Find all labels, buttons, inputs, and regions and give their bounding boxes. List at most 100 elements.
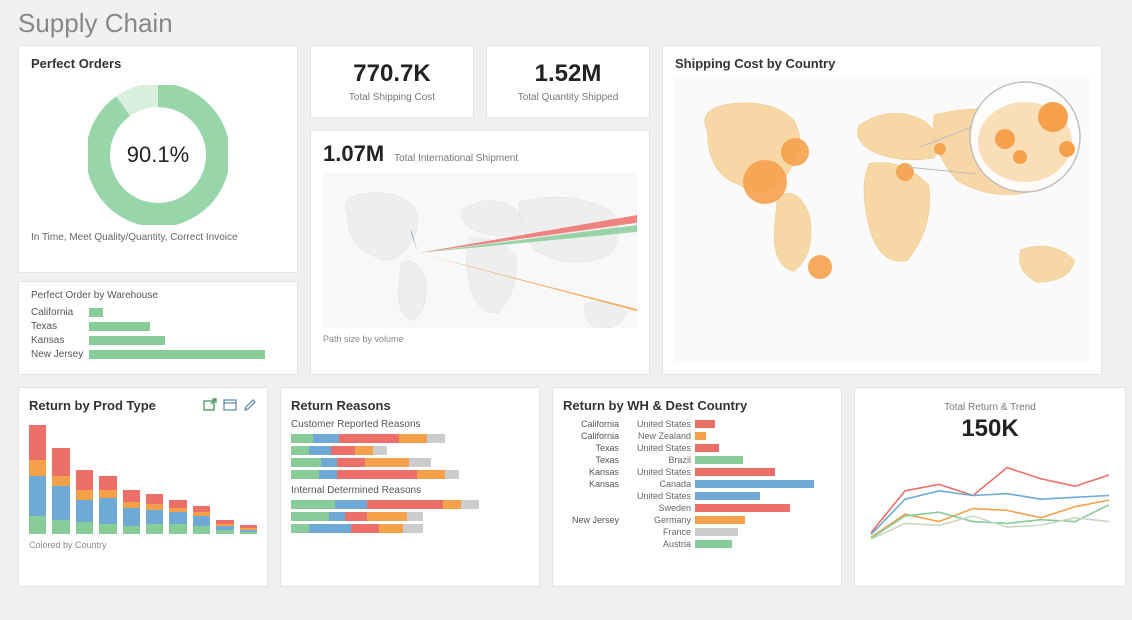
customer-reasons-title: Customer Reported Reasons (291, 419, 529, 430)
wh-bar-label: California (31, 307, 89, 318)
wh-dest-country: Sweden (623, 503, 695, 513)
card-return-reasons: Return Reasons Customer Reported Reasons… (280, 387, 540, 587)
wh-bar-label: Kansas (31, 335, 89, 346)
kpi-qty-value: 1.52M (493, 60, 643, 88)
row-returns: Return by Prod Type Colored by Country R… (18, 387, 1102, 587)
wh-dest-warehouse: Texas (563, 455, 623, 465)
wh-dest-row: CaliforniaNew Zealand (563, 431, 831, 441)
stacked-bar (29, 425, 46, 534)
return-prod-bars (29, 419, 257, 534)
shipping-map (675, 77, 1089, 362)
hstacked-bar (291, 512, 529, 521)
trend-chart (865, 443, 1115, 548)
intl-value: 1.07M (323, 141, 384, 167)
wh-dest-bar (695, 540, 732, 548)
card-intl-shipment: 1.07M Total International Shipment Path … (310, 130, 650, 375)
wh-dest-country: Brazil (623, 455, 695, 465)
perfect-by-wh-bars: California Texas Kansas New Jersey (31, 307, 285, 360)
export-icon[interactable] (203, 398, 217, 412)
stacked-bar (123, 490, 140, 534)
col-kpis-intl: 770.7K Total Shipping Cost 1.52M Total Q… (310, 45, 650, 375)
wh-dest-country: New Zealand (623, 431, 695, 441)
wh-dest-row: United States (563, 491, 831, 501)
hstacked-bar (291, 500, 529, 509)
kpi-qty-label: Total Quantity Shipped (493, 92, 643, 103)
stacked-bar (240, 525, 257, 534)
card-return-prod-type: Return by Prod Type Colored by Country (18, 387, 268, 587)
perfect-by-wh-title: Perfect Order by Warehouse (31, 290, 285, 301)
hstacked-bar (291, 458, 529, 467)
edit-icon[interactable] (243, 398, 257, 412)
wh-dest-warehouse: Texas (563, 443, 623, 453)
wh-dest-bar (695, 468, 775, 476)
hstacked-bar (291, 446, 529, 455)
intl-footnote: Path size by volume (323, 334, 637, 344)
return-wh-dest-rows: CaliforniaUnited StatesCaliforniaNew Zea… (563, 419, 831, 549)
wh-dest-country: United States (623, 419, 695, 429)
layout-icon[interactable] (223, 398, 237, 412)
customer-reasons-bars (291, 434, 529, 479)
wh-dest-bar (695, 492, 760, 500)
chart-toolbar (203, 398, 257, 412)
stacked-bar (146, 494, 163, 534)
wh-dest-country: Canada (623, 479, 695, 489)
card-perfect-orders: Perfect Orders 90.1% In Time, Meet Quali… (18, 45, 298, 273)
shipping-by-country-title: Shipping Cost by Country (675, 56, 1089, 71)
kpi-row: 770.7K Total Shipping Cost 1.52M Total Q… (310, 45, 650, 118)
wh-dest-warehouse: New Jersey (563, 515, 623, 525)
wh-dest-bar (695, 504, 790, 512)
perfect-orders-donut: 90.1% (31, 77, 285, 232)
kpi-shipping-cost-value: 770.7K (317, 60, 467, 88)
wh-dest-bar (695, 432, 706, 440)
intl-map (323, 173, 637, 328)
wh-dest-bar (695, 456, 743, 464)
wh-dest-row: New JerseyGermany (563, 515, 831, 525)
stacked-bar (76, 470, 93, 534)
wh-dest-row: Austria (563, 539, 831, 549)
wh-dest-country: Austria (623, 539, 695, 549)
dashboard-grid: Perfect Orders 90.1% In Time, Meet Quali… (18, 45, 1114, 587)
internal-reasons-title: Internal Determined Reasons (291, 485, 529, 496)
page-title: Supply Chain (18, 8, 1114, 39)
perfect-orders-subtext: In Time, Meet Quality/Quantity, Correct … (31, 232, 285, 243)
hstacked-bar (291, 470, 529, 479)
return-wh-dest-title: Return by WH & Dest Country (563, 398, 831, 413)
perfect-orders-value: 90.1% (127, 142, 189, 168)
wh-bar-label: New Jersey (31, 349, 89, 360)
wh-dest-row: TexasBrazil (563, 455, 831, 465)
return-reasons-title: Return Reasons (291, 398, 529, 413)
wh-dest-country: United States (623, 491, 695, 501)
wh-bar-row: New Jersey (31, 349, 285, 360)
wh-dest-warehouse: California (563, 431, 623, 441)
wh-dest-row: KansasUnited States (563, 467, 831, 477)
stacked-bar (216, 520, 233, 534)
wh-dest-row: France (563, 527, 831, 537)
card-return-wh-dest: Return by WH & Dest Country CaliforniaUn… (552, 387, 842, 587)
intl-label: Total International Shipment (394, 153, 518, 164)
wh-bar-row: Texas (31, 321, 285, 332)
wh-dest-bar (695, 528, 738, 536)
wh-dest-row: TexasUnited States (563, 443, 831, 453)
stacked-bar (169, 500, 186, 534)
hstacked-bar (291, 524, 529, 533)
wh-bar (89, 322, 150, 331)
wh-dest-country: Germany (623, 515, 695, 525)
kpi-shipping-cost: 770.7K Total Shipping Cost (310, 45, 474, 118)
wh-dest-country: United States (623, 443, 695, 453)
return-prod-footnote: Colored by Country (29, 540, 257, 550)
wh-bar-row: California (31, 307, 285, 318)
wh-bar (89, 350, 265, 359)
kpi-shipping-cost-label: Total Shipping Cost (317, 92, 467, 103)
wh-dest-bar (695, 480, 814, 488)
wh-dest-country: France (623, 527, 695, 537)
wh-dest-country: United States (623, 467, 695, 477)
trend-title: Total Return & Trend (865, 402, 1115, 413)
stacked-bar (52, 448, 69, 534)
wh-dest-warehouse: Kansas (563, 479, 623, 489)
stacked-bar (99, 476, 116, 534)
stacked-bar (193, 506, 210, 534)
wh-bar (89, 336, 165, 345)
internal-reasons-bars (291, 500, 529, 533)
wh-dest-warehouse: Kansas (563, 467, 623, 477)
kpi-qty-shipped: 1.52M Total Quantity Shipped (486, 45, 650, 118)
